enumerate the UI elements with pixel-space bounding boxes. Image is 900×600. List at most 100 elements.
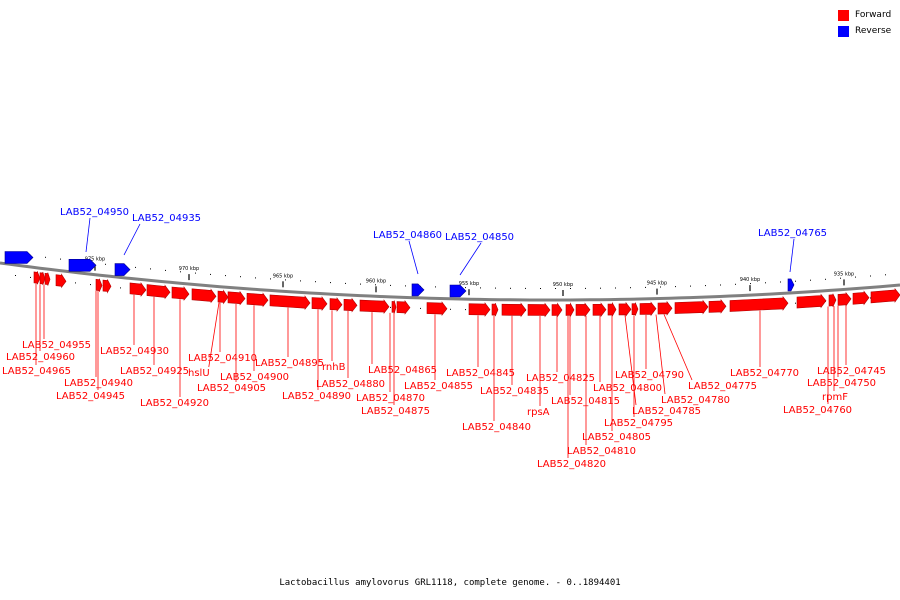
- forward-gene-label: LAB52_04795: [604, 418, 673, 429]
- forward-gene-label: LAB52_04870: [356, 393, 425, 404]
- forward-gene: [191, 288, 217, 304]
- legend-label: Reverse: [855, 26, 892, 36]
- scale-dot: [90, 284, 91, 286]
- reverse-gene: [68, 258, 97, 272]
- forward-gene-label: rpsA: [527, 407, 550, 418]
- forward-gene: [269, 294, 311, 311]
- scale-dot: [375, 284, 376, 286]
- scale-dot: [15, 275, 16, 276]
- scale-dot: [585, 287, 586, 289]
- scale-dot: [795, 302, 796, 304]
- label-leader: [663, 314, 693, 381]
- scale-label: 970 kbp: [179, 266, 199, 272]
- scale-label: 975 kbp: [85, 257, 105, 263]
- label-leader: [408, 240, 419, 275]
- scale-dot: [870, 297, 871, 299]
- scale-label: 965 kbp: [273, 273, 293, 279]
- reverse-swatch: [838, 25, 849, 37]
- forward-gene: [527, 302, 551, 318]
- scale-dot: [240, 276, 241, 278]
- forward-gene: [657, 300, 673, 316]
- label-leader: [789, 238, 795, 273]
- scale-dot: [675, 286, 676, 288]
- scale-dot: [570, 288, 571, 289]
- scale-dot: [330, 282, 331, 284]
- forward-gene-label: LAB52_04780: [661, 395, 730, 406]
- forward-gene-label: LAB52_04865: [368, 365, 437, 376]
- forward-gene-label: LAB52_04880: [316, 379, 385, 390]
- scale-dot: [465, 309, 466, 311]
- genome-axis: [0, 261, 900, 302]
- scale-dot: [870, 275, 871, 277]
- genome-caption: Lactobacillus amylovorus GRL1118, comple…: [279, 578, 621, 588]
- scale-dot: [345, 282, 346, 284]
- reverse-gene-label: LAB52_04850: [445, 232, 514, 243]
- forward-gene-label: LAB52_04875: [361, 406, 430, 417]
- scale-dot: [555, 288, 556, 289]
- scale-dot: [540, 288, 541, 289]
- reverse-gene: [4, 251, 34, 264]
- forward-gene: [44, 272, 51, 286]
- scale-dot: [750, 283, 751, 285]
- forward-gene: [575, 302, 591, 318]
- reverse-gene-label: LAB52_04765: [758, 228, 827, 239]
- gene-arrows: [4, 251, 900, 318]
- forward-gene: [565, 302, 575, 318]
- forward-gene-label: LAB52_04890: [282, 391, 351, 402]
- scale-label: 935 kbp: [834, 271, 854, 277]
- forward-gene: [95, 278, 103, 292]
- forward-gene-label: LAB52_04925: [120, 366, 189, 377]
- forward-gene: [837, 291, 852, 307]
- scale-dot: [195, 272, 196, 274]
- scale-dot: [105, 263, 106, 265]
- forward-gene-label: LAB52_04750: [807, 378, 876, 389]
- forward-gene-label: LAB52_04895: [255, 358, 324, 369]
- scale-dot: [45, 256, 46, 258]
- forward-gene-label: LAB52_04920: [140, 398, 209, 409]
- forward-gene: [146, 284, 171, 300]
- scale-dot: [885, 274, 886, 276]
- forward-gene: [796, 293, 827, 309]
- forward-gene: [329, 297, 343, 312]
- forward-gene-label: LAB52_04930: [100, 346, 169, 357]
- scale-label: 950 kbp: [553, 282, 573, 288]
- scale-dot: [465, 287, 466, 289]
- scale-dot: [420, 307, 421, 309]
- scale-dot: [300, 280, 301, 282]
- label-leader: [459, 242, 482, 276]
- forward-gene: [618, 301, 632, 317]
- scale-dot: [825, 278, 826, 280]
- label-leader: [655, 314, 666, 395]
- legend-label: Forward: [855, 10, 892, 20]
- reverse-gene-label: LAB52_04860: [373, 230, 442, 241]
- scale-dot: [600, 287, 601, 289]
- scale-dot: [705, 285, 706, 287]
- scale-dot: [210, 273, 211, 275]
- forward-gene: [39, 271, 46, 286]
- scale-dot: [60, 258, 61, 260]
- reverse-gene: [449, 284, 467, 298]
- forward-gene: [852, 290, 870, 306]
- scale-dot: [735, 283, 736, 285]
- forward-gene-label: LAB52_04790: [615, 370, 684, 381]
- scale-dot: [30, 276, 31, 278]
- forward-gene-label: LAB52_04845: [446, 368, 515, 379]
- axis-line: [0, 261, 900, 302]
- forward-swatch: [838, 9, 849, 21]
- forward-gene-label: LAB52_04745: [817, 366, 886, 377]
- forward-gene: [359, 299, 390, 314]
- forward-gene-label: rnhB: [322, 362, 346, 373]
- forward-gene-label: LAB52_04910: [188, 353, 257, 364]
- scale-dot: [450, 308, 451, 310]
- scale-dot: [270, 278, 271, 280]
- forward-gene-label: hslU: [188, 368, 210, 379]
- forward-gene-label: LAB52_04940: [64, 378, 133, 389]
- forward-gene: [217, 289, 229, 305]
- scale-dot: [510, 287, 511, 289]
- forward-gene-label: LAB52_04855: [404, 381, 473, 392]
- scale-dot: [225, 275, 226, 277]
- scale-dot: [150, 268, 151, 270]
- forward-gene: [729, 296, 789, 312]
- scale-dot: [405, 285, 406, 287]
